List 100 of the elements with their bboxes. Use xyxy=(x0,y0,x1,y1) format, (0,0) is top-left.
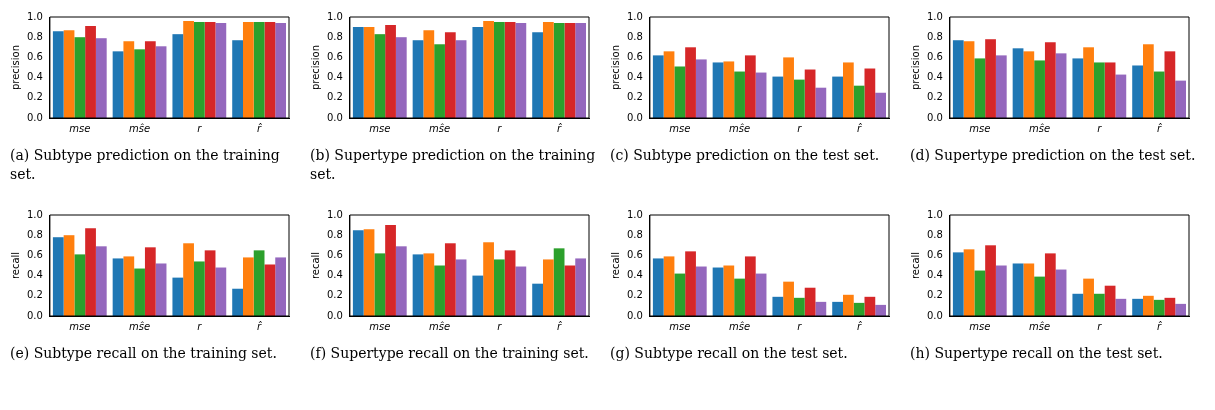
bar xyxy=(985,245,996,316)
bar xyxy=(695,59,707,118)
bar xyxy=(712,62,724,118)
bar xyxy=(275,257,287,316)
bar xyxy=(434,44,445,118)
bar xyxy=(553,248,565,316)
bar xyxy=(232,288,243,316)
bar xyxy=(172,34,184,118)
bar xyxy=(444,243,456,316)
bar xyxy=(744,256,756,316)
bar xyxy=(674,273,686,316)
bar xyxy=(395,37,407,118)
bar xyxy=(793,79,805,118)
y-tick-label: 0.8 xyxy=(327,30,343,42)
bar xyxy=(95,38,107,118)
bar xyxy=(74,37,86,118)
y-tick-label: 0.2 xyxy=(927,289,943,301)
bar xyxy=(215,23,227,118)
bar xyxy=(1093,62,1105,118)
bar xyxy=(832,301,843,316)
x-tick-label: r̂ xyxy=(1157,320,1163,332)
bar xyxy=(1132,65,1143,118)
y-tick-label: 0.8 xyxy=(627,30,643,42)
y-tick-label: 0.2 xyxy=(27,289,43,301)
text: (h) Supertype recall on the test set. xyxy=(909,344,1164,363)
bar xyxy=(472,275,484,316)
bar xyxy=(1132,298,1143,316)
y-axis-title: precision xyxy=(9,44,21,91)
text: (b) Supertype prediction on the training set. xyxy=(309,146,597,184)
y-tick-label: 0.6 xyxy=(327,50,343,62)
x-tick-label: mse xyxy=(969,122,991,134)
bar xyxy=(472,27,484,118)
x-tick-label: r xyxy=(797,320,803,332)
bar xyxy=(864,296,876,316)
bar xyxy=(532,32,543,118)
bar xyxy=(995,55,1007,118)
bar xyxy=(504,22,516,118)
bar xyxy=(1115,298,1127,316)
bar xyxy=(1034,276,1045,316)
bar xyxy=(1072,293,1084,316)
bar xyxy=(1175,303,1187,316)
bar xyxy=(123,41,135,118)
bar xyxy=(172,277,184,316)
bar xyxy=(352,230,364,316)
bar xyxy=(253,250,265,316)
bar xyxy=(515,23,527,118)
x-tick-label: r xyxy=(1097,122,1103,134)
text: (a) Subtype prediction on the training set. xyxy=(9,146,281,184)
y-tick-label: 0.2 xyxy=(627,289,643,301)
bar xyxy=(1083,278,1094,316)
x-tick-label: mse xyxy=(969,320,991,332)
y-tick-label: 1.0 xyxy=(327,10,343,22)
bar xyxy=(455,40,467,118)
y-axis-title: recall xyxy=(309,251,321,280)
y-tick-label: 1.0 xyxy=(627,10,643,22)
bar xyxy=(783,281,794,316)
bar xyxy=(1104,62,1116,118)
x-tick-label: r̂ xyxy=(257,122,263,134)
bar xyxy=(385,225,396,316)
bar xyxy=(1012,263,1024,316)
x-tick-label: mŝe xyxy=(729,122,751,134)
bar xyxy=(1083,47,1094,118)
x-tick-label: r̂ xyxy=(557,320,563,332)
bar xyxy=(952,40,964,118)
y-tick-label: 0.6 xyxy=(927,50,943,62)
bar xyxy=(352,27,364,118)
x-tick-label: r̂ xyxy=(857,122,863,134)
x-tick-label: mŝe xyxy=(429,122,451,134)
bar xyxy=(455,259,467,316)
bar xyxy=(123,256,135,316)
bar xyxy=(1034,60,1045,118)
bar xyxy=(815,87,827,118)
x-tick-label: mse xyxy=(69,320,91,332)
bar xyxy=(723,265,735,316)
bar xyxy=(875,304,887,316)
bar xyxy=(204,22,216,118)
x-tick-label: r̂ xyxy=(857,320,863,332)
x-tick-label: mse xyxy=(369,320,391,332)
y-tick-label: 0.0 xyxy=(327,309,343,321)
y-axis-title: precision xyxy=(609,44,621,91)
y-tick-label: 0.8 xyxy=(927,228,943,240)
bar xyxy=(483,21,494,118)
y-tick-label: 0.6 xyxy=(627,50,643,62)
bar xyxy=(183,21,194,118)
bar xyxy=(193,261,205,316)
x-tick-label: r̂ xyxy=(257,320,263,332)
bar xyxy=(275,23,287,118)
bar xyxy=(483,242,494,316)
bar xyxy=(804,69,816,118)
bar xyxy=(204,250,216,316)
text: (f) Supertype recall on the training set. xyxy=(309,344,590,363)
y-tick-label: 0.2 xyxy=(327,91,343,103)
x-tick-label: mŝe xyxy=(1029,122,1051,134)
bar xyxy=(264,22,276,118)
y-tick-label: 0.4 xyxy=(327,269,343,281)
y-tick-label: 0.4 xyxy=(927,71,943,83)
bar xyxy=(1142,295,1154,316)
bar xyxy=(755,72,767,118)
bar xyxy=(842,294,854,316)
bar xyxy=(242,257,254,316)
